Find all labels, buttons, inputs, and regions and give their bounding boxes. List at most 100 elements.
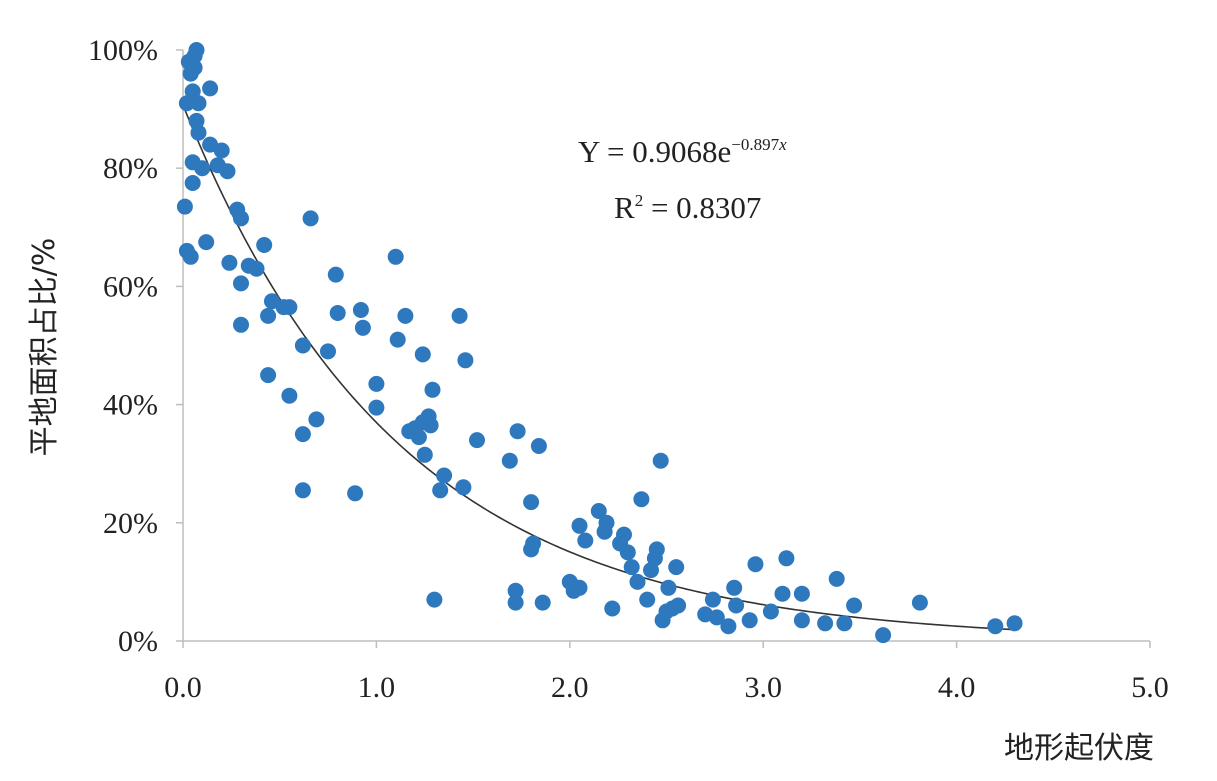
data-point <box>501 452 518 469</box>
data-point <box>793 585 810 602</box>
data-point <box>426 591 443 608</box>
data-point <box>184 83 201 100</box>
data-points <box>176 42 1023 644</box>
data-point <box>668 559 685 576</box>
y-tick-label: 20% <box>103 507 158 540</box>
data-point <box>455 479 472 496</box>
data-point <box>619 544 636 561</box>
data-point <box>281 387 298 404</box>
data-point <box>281 299 298 316</box>
data-point <box>190 124 207 141</box>
data-point <box>302 210 319 227</box>
x-tick-label: 5.0 <box>1131 671 1169 704</box>
data-point <box>747 556 764 573</box>
data-point <box>213 142 230 159</box>
data-point <box>422 417 439 434</box>
r-squared: R2 = 0.8307 <box>614 190 761 225</box>
data-point <box>726 579 743 596</box>
data-point <box>778 550 795 567</box>
data-point <box>534 594 551 611</box>
data-point <box>623 559 640 576</box>
data-point <box>507 594 524 611</box>
data-point <box>194 160 211 177</box>
data-point <box>260 307 277 324</box>
data-point <box>507 582 524 599</box>
data-point <box>509 423 526 440</box>
data-point <box>424 381 441 398</box>
x-tick-label: 0.0 <box>164 671 202 704</box>
y-tick-label: 40% <box>103 389 158 422</box>
data-point <box>571 579 588 596</box>
data-point <box>846 597 863 614</box>
data-point <box>817 615 834 632</box>
axes <box>176 49 1151 648</box>
data-point <box>221 254 238 271</box>
x-tick-label: 1.0 <box>358 671 396 704</box>
data-point <box>616 526 632 543</box>
data-point <box>652 452 669 469</box>
data-point <box>329 305 346 321</box>
y-tick-label: 80% <box>103 152 158 185</box>
data-point <box>178 95 195 112</box>
data-point <box>260 367 277 384</box>
y-tick-label: 60% <box>103 270 158 303</box>
data-point <box>648 541 665 558</box>
trend-equation: Y = 0.9068e−0.897x <box>578 134 787 169</box>
data-point <box>660 579 677 596</box>
y-tick-label: 0% <box>118 625 158 658</box>
data-point <box>762 603 779 620</box>
data-point <box>875 627 892 644</box>
data-point <box>741 612 758 629</box>
data-point <box>704 591 721 608</box>
r2-power: 2 <box>635 191 644 210</box>
data-point <box>233 316 249 333</box>
data-point <box>451 307 468 324</box>
data-point <box>198 234 215 251</box>
data-point <box>836 615 853 632</box>
data-point <box>308 411 325 428</box>
data-point <box>389 331 406 348</box>
data-point <box>397 307 414 324</box>
data-point <box>184 175 201 191</box>
equation-base: Y = 0.9068e <box>578 134 731 169</box>
data-point <box>629 573 646 590</box>
x-tick-label: 2.0 <box>551 671 589 704</box>
data-point <box>248 260 265 277</box>
equation-exponent: −0.897 <box>731 135 779 154</box>
data-point <box>182 248 199 265</box>
data-point <box>639 591 656 608</box>
data-point <box>219 163 236 180</box>
data-point <box>347 485 364 502</box>
data-point <box>416 446 433 463</box>
tick-labels: 0.0 1.0 2.0 3.0 4.0 5.0 0% 20% 40% 60% 80% 100% <box>88 34 1169 704</box>
data-point <box>828 570 845 587</box>
data-point <box>294 337 311 354</box>
data-point <box>432 482 449 499</box>
data-point <box>436 467 453 484</box>
data-point <box>708 609 725 626</box>
data-point <box>410 429 427 446</box>
data-point <box>457 352 474 369</box>
data-point <box>598 514 615 531</box>
r2-label: R <box>614 190 635 225</box>
data-point <box>728 597 745 614</box>
data-point <box>352 302 369 318</box>
data-point <box>987 618 1004 635</box>
data-point <box>1006 615 1023 632</box>
data-point <box>186 59 203 76</box>
data-point <box>523 494 540 511</box>
x-tick-label: 4.0 <box>938 671 976 704</box>
data-point <box>469 432 485 449</box>
data-point <box>202 80 219 97</box>
data-point <box>414 346 431 363</box>
data-point <box>256 237 273 253</box>
data-point <box>633 491 650 508</box>
data-point <box>571 517 588 534</box>
data-point <box>354 319 371 336</box>
data-point <box>793 612 810 629</box>
data-point <box>368 399 385 416</box>
r2-value: = 0.8307 <box>643 190 761 225</box>
trendline <box>182 104 1015 631</box>
data-point <box>188 42 205 58</box>
